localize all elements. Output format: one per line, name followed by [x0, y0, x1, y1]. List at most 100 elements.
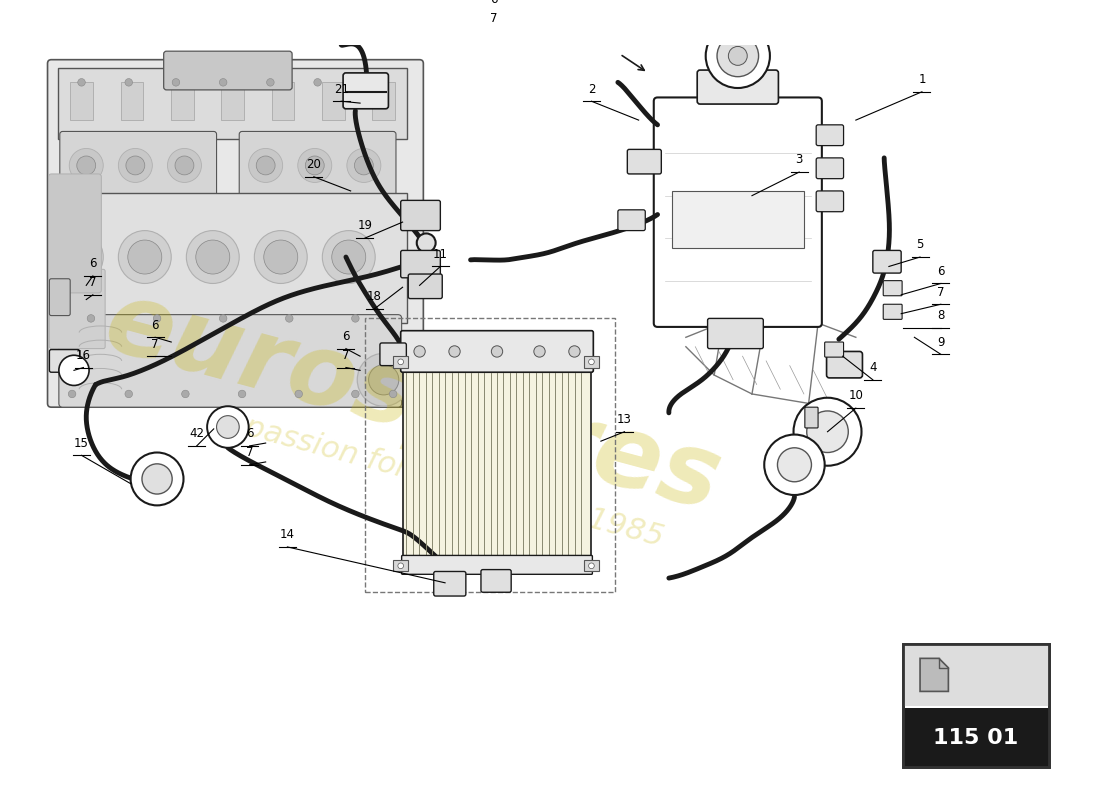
Bar [170, 82, 194, 120]
Circle shape [314, 78, 321, 86]
FancyBboxPatch shape [59, 131, 217, 198]
FancyBboxPatch shape [826, 351, 862, 378]
Text: 13: 13 [617, 413, 631, 426]
Bar [58, 193, 407, 323]
Text: 7: 7 [937, 286, 945, 298]
Circle shape [295, 390, 302, 398]
Bar [403, 370, 592, 574]
FancyBboxPatch shape [816, 125, 844, 146]
FancyBboxPatch shape [48, 174, 101, 293]
Circle shape [87, 314, 95, 322]
FancyBboxPatch shape [883, 304, 902, 319]
Circle shape [119, 149, 152, 182]
FancyBboxPatch shape [707, 318, 763, 349]
Circle shape [588, 563, 594, 569]
Circle shape [764, 434, 825, 495]
FancyBboxPatch shape [653, 98, 822, 327]
Bar [58, 68, 407, 139]
FancyBboxPatch shape [816, 158, 844, 178]
FancyBboxPatch shape [872, 250, 901, 273]
Circle shape [417, 234, 436, 252]
Circle shape [167, 149, 201, 182]
Text: 6: 6 [342, 330, 350, 343]
Bar [70, 82, 92, 120]
FancyBboxPatch shape [883, 281, 902, 296]
Circle shape [119, 230, 172, 283]
Circle shape [352, 314, 359, 322]
Circle shape [793, 398, 861, 466]
FancyBboxPatch shape [433, 571, 465, 596]
Bar [393, 356, 408, 367]
Circle shape [78, 78, 86, 86]
Bar [393, 560, 408, 571]
Bar [373, 82, 395, 120]
Circle shape [186, 230, 239, 283]
FancyBboxPatch shape [408, 274, 442, 298]
Circle shape [398, 563, 404, 569]
Text: eurospares: eurospares [94, 274, 730, 532]
Text: 7: 7 [342, 349, 350, 362]
Circle shape [322, 230, 375, 283]
Bar [903, 644, 1049, 706]
Text: 7: 7 [491, 12, 498, 25]
Circle shape [217, 416, 239, 438]
Circle shape [778, 448, 812, 482]
Circle shape [266, 78, 274, 86]
FancyBboxPatch shape [50, 270, 106, 349]
FancyBboxPatch shape [50, 278, 70, 315]
Text: a passion for parts since 1985: a passion for parts since 1985 [214, 406, 667, 553]
FancyBboxPatch shape [400, 330, 593, 372]
FancyBboxPatch shape [697, 70, 779, 104]
Bar [672, 191, 804, 247]
Circle shape [128, 240, 162, 274]
Bar [584, 356, 600, 367]
Text: 15: 15 [74, 437, 89, 450]
Text: 42: 42 [189, 427, 205, 440]
Circle shape [77, 156, 96, 175]
Bar [272, 82, 295, 120]
Circle shape [354, 156, 373, 175]
Text: 19: 19 [358, 219, 372, 233]
FancyBboxPatch shape [825, 342, 844, 357]
Text: 6: 6 [491, 0, 498, 6]
Circle shape [125, 156, 145, 175]
Circle shape [352, 390, 359, 398]
Text: 6: 6 [89, 258, 97, 270]
Circle shape [125, 390, 132, 398]
Text: 20: 20 [307, 158, 321, 171]
Bar [903, 709, 1049, 767]
Circle shape [389, 390, 397, 398]
Circle shape [175, 156, 194, 175]
Text: 115 01: 115 01 [933, 728, 1019, 748]
Circle shape [717, 35, 759, 77]
Circle shape [806, 411, 848, 453]
Circle shape [346, 149, 381, 182]
Circle shape [59, 240, 94, 274]
FancyBboxPatch shape [239, 131, 396, 198]
FancyBboxPatch shape [164, 51, 293, 90]
Bar [365, 318, 615, 592]
Circle shape [59, 355, 89, 386]
Circle shape [68, 390, 76, 398]
Circle shape [534, 346, 546, 357]
Circle shape [239, 390, 245, 398]
Circle shape [207, 406, 249, 448]
Circle shape [219, 314, 227, 322]
Polygon shape [920, 658, 948, 691]
FancyBboxPatch shape [402, 555, 593, 574]
Circle shape [254, 230, 307, 283]
Circle shape [298, 149, 332, 182]
FancyBboxPatch shape [400, 250, 440, 278]
Circle shape [286, 314, 293, 322]
Circle shape [306, 156, 324, 175]
Circle shape [264, 240, 298, 274]
Text: 8: 8 [937, 309, 945, 322]
Circle shape [131, 453, 184, 506]
Circle shape [569, 346, 580, 357]
FancyBboxPatch shape [47, 60, 424, 407]
Text: 21: 21 [333, 82, 349, 95]
Circle shape [219, 78, 227, 86]
Circle shape [196, 240, 230, 274]
Circle shape [492, 346, 503, 357]
Bar [322, 82, 344, 120]
